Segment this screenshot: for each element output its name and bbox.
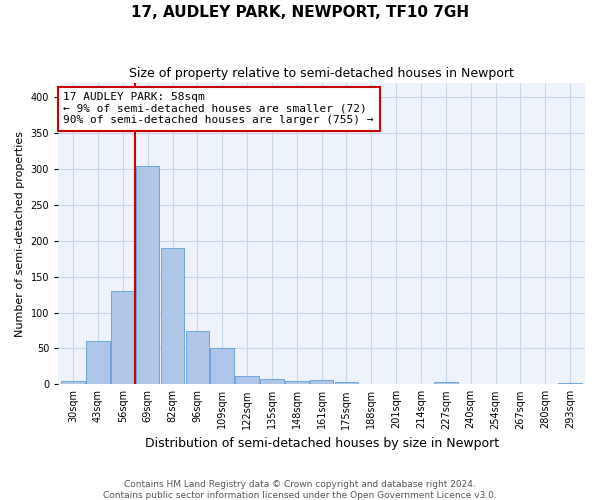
- Bar: [558, 383, 582, 384]
- Bar: [86, 342, 110, 384]
- Bar: [235, 376, 259, 384]
- Bar: [434, 382, 458, 384]
- Bar: [211, 348, 234, 384]
- Bar: [260, 380, 284, 384]
- Bar: [185, 330, 209, 384]
- Bar: [335, 382, 358, 384]
- Y-axis label: Number of semi-detached properties: Number of semi-detached properties: [15, 130, 25, 336]
- Bar: [136, 166, 160, 384]
- Text: 17 AUDLEY PARK: 58sqm
← 9% of semi-detached houses are smaller (72)
90% of semi-: 17 AUDLEY PARK: 58sqm ← 9% of semi-detac…: [64, 92, 374, 126]
- Text: Contains HM Land Registry data © Crown copyright and database right 2024.
Contai: Contains HM Land Registry data © Crown c…: [103, 480, 497, 500]
- Bar: [310, 380, 334, 384]
- Bar: [285, 380, 308, 384]
- X-axis label: Distribution of semi-detached houses by size in Newport: Distribution of semi-detached houses by …: [145, 437, 499, 450]
- Bar: [161, 248, 184, 384]
- Text: 17, AUDLEY PARK, NEWPORT, TF10 7GH: 17, AUDLEY PARK, NEWPORT, TF10 7GH: [131, 5, 469, 20]
- Title: Size of property relative to semi-detached houses in Newport: Size of property relative to semi-detach…: [129, 68, 514, 80]
- Bar: [61, 380, 85, 384]
- Bar: [111, 291, 134, 384]
